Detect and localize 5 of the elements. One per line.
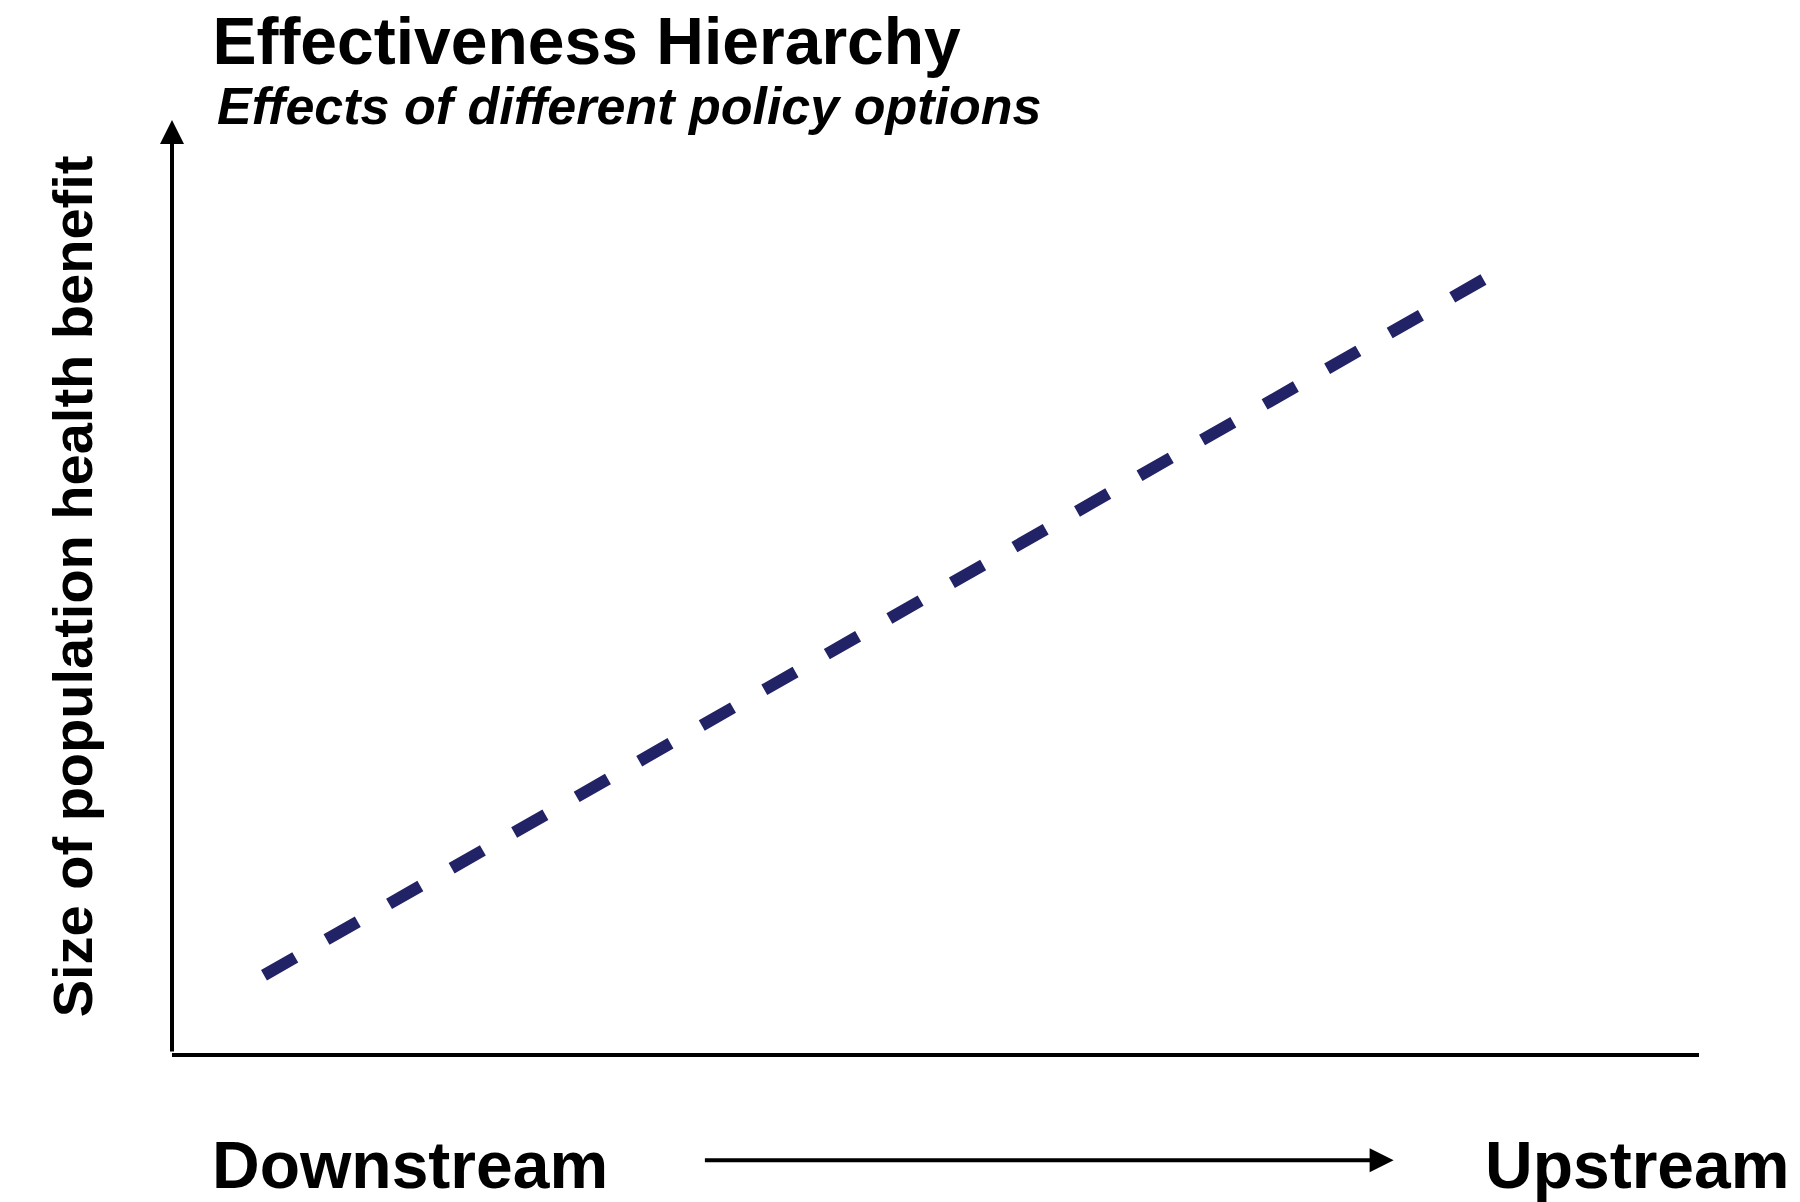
chart-title: Effectiveness Hierarchy xyxy=(212,4,962,79)
chart-subtitle: Effects of different policy options xyxy=(217,77,1042,135)
text: Upstream xyxy=(1485,1128,1790,1202)
y-axis-title: Size of population health benefit xyxy=(40,155,104,1018)
text: Downstream xyxy=(212,1128,609,1202)
